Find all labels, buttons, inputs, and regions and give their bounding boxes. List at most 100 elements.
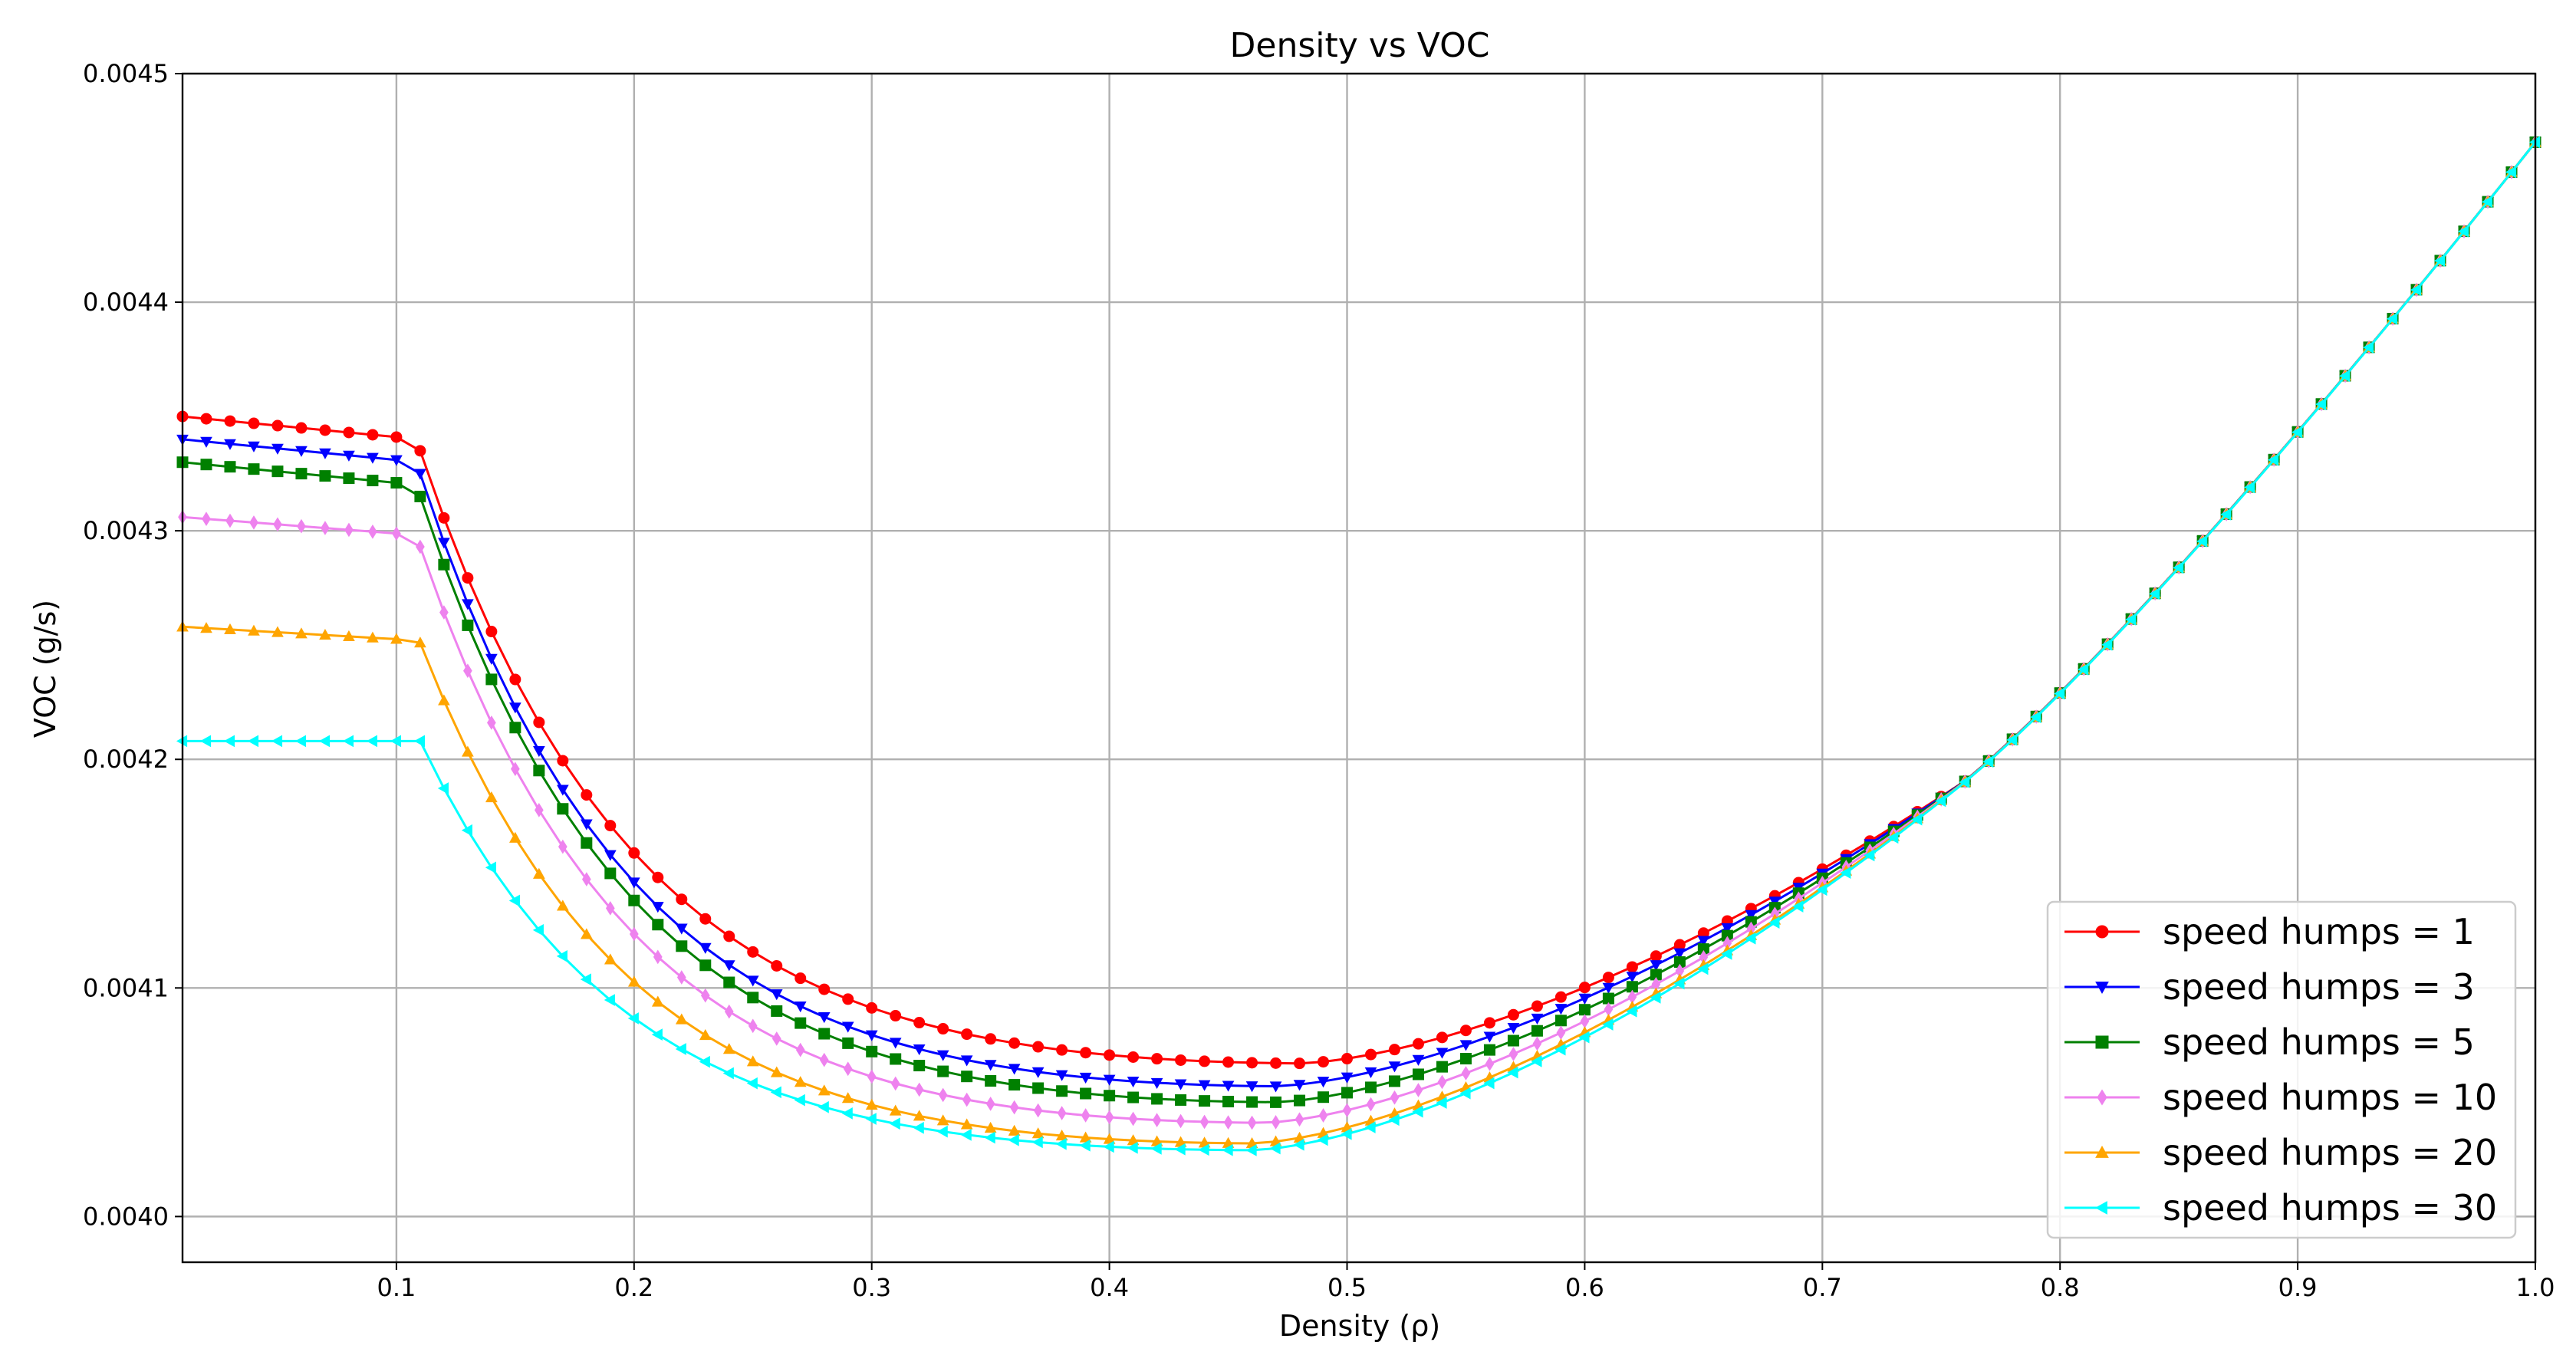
data-point bbox=[651, 995, 664, 1007]
data-point bbox=[1175, 1054, 1187, 1066]
data-point bbox=[1412, 1054, 1425, 1066]
y-tick-label: 0.0045 bbox=[83, 59, 169, 88]
legend-label: speed humps = 3 bbox=[2163, 966, 2475, 1008]
data-point bbox=[1982, 755, 1994, 768]
data-point bbox=[676, 940, 688, 952]
data-point bbox=[865, 1113, 877, 1125]
data-point bbox=[628, 847, 640, 859]
data-point bbox=[699, 913, 712, 925]
data-point bbox=[723, 930, 735, 942]
data-point bbox=[343, 472, 355, 485]
data-point bbox=[1507, 1034, 1519, 1047]
data-point bbox=[200, 413, 212, 425]
data-point bbox=[1008, 1064, 1021, 1075]
data-point bbox=[1294, 1094, 1306, 1107]
data-point bbox=[1531, 1013, 1544, 1025]
data-point bbox=[1959, 776, 1970, 788]
data-point bbox=[319, 448, 331, 459]
data-point bbox=[1673, 977, 1685, 990]
data-point bbox=[1055, 1130, 1068, 1141]
data-point bbox=[723, 976, 735, 988]
data-point bbox=[1293, 1080, 1306, 1091]
data-point bbox=[200, 622, 212, 633]
data-point bbox=[653, 949, 663, 965]
series-speed-humps--30 bbox=[176, 136, 2541, 1156]
data-point bbox=[461, 824, 472, 837]
data-point bbox=[533, 765, 545, 777]
data-point bbox=[485, 673, 498, 686]
data-point bbox=[1150, 1077, 1163, 1090]
data-point bbox=[938, 1087, 948, 1103]
grid-layer bbox=[183, 72, 2537, 1262]
data-point bbox=[818, 1028, 831, 1040]
data-point bbox=[200, 459, 212, 471]
data-point bbox=[2410, 284, 2422, 296]
data-point bbox=[2339, 370, 2351, 383]
data-point bbox=[675, 1013, 688, 1025]
data-point bbox=[1151, 1053, 1163, 1065]
x-tick-label: 1.0 bbox=[2516, 1273, 2555, 1302]
data-point bbox=[1032, 1041, 1045, 1053]
data-point bbox=[1008, 1133, 1019, 1146]
data-point bbox=[535, 803, 544, 817]
data-point bbox=[1388, 1113, 1400, 1127]
data-point bbox=[865, 1030, 878, 1041]
x-tick-label: 0.3 bbox=[852, 1273, 891, 1302]
data-point bbox=[295, 446, 308, 457]
data-point bbox=[2095, 1145, 2109, 1158]
y-tick-label: 0.0040 bbox=[83, 1202, 169, 1231]
data-point bbox=[984, 1121, 997, 1133]
data-point bbox=[321, 521, 330, 535]
data-point bbox=[794, 1001, 807, 1013]
data-point bbox=[1602, 982, 1615, 994]
data-point bbox=[1104, 1110, 1114, 1125]
x-tick-label: 0.9 bbox=[2278, 1273, 2318, 1302]
data-point bbox=[2125, 613, 2137, 626]
data-point bbox=[1436, 1097, 1447, 1109]
legend-label: speed humps = 5 bbox=[2163, 1021, 2475, 1063]
data-point bbox=[1127, 1091, 1140, 1104]
data-point bbox=[1247, 1115, 1257, 1130]
data-point bbox=[1317, 1133, 1328, 1146]
data-point bbox=[1127, 1051, 1140, 1063]
data-point bbox=[1055, 1070, 1068, 1081]
data-point bbox=[1008, 1079, 1021, 1091]
data-point bbox=[1483, 1031, 1496, 1043]
data-point bbox=[1437, 1074, 1447, 1090]
data-point bbox=[936, 1050, 949, 1061]
data-point bbox=[295, 627, 308, 639]
data-point bbox=[1436, 1048, 1449, 1059]
data-point bbox=[248, 463, 260, 475]
data-point bbox=[889, 1038, 902, 1049]
data-point bbox=[652, 871, 664, 883]
data-point bbox=[1556, 1025, 1566, 1040]
x-tick-label: 0.8 bbox=[2041, 1273, 2080, 1302]
data-point bbox=[248, 417, 260, 429]
data-point bbox=[627, 877, 640, 889]
series-layer bbox=[176, 135, 2541, 1156]
data-point bbox=[342, 735, 354, 748]
data-point bbox=[866, 1045, 878, 1057]
data-point bbox=[1222, 1143, 1233, 1156]
data-point bbox=[960, 1128, 972, 1141]
data-point bbox=[366, 735, 378, 748]
data-point bbox=[1412, 1038, 1424, 1050]
data-point bbox=[1175, 1094, 1187, 1106]
data-point bbox=[676, 893, 688, 906]
data-point bbox=[1341, 1072, 1354, 1084]
data-point bbox=[273, 517, 282, 532]
data-point bbox=[1033, 1103, 1043, 1118]
data-point bbox=[580, 819, 593, 831]
data-point bbox=[1578, 1031, 1590, 1044]
data-point bbox=[319, 470, 331, 482]
data-point bbox=[961, 1071, 973, 1083]
data-point bbox=[295, 422, 308, 434]
data-point bbox=[271, 735, 283, 748]
data-point bbox=[509, 831, 521, 843]
data-point bbox=[438, 694, 450, 706]
data-point bbox=[984, 1060, 997, 1071]
data-point bbox=[819, 1052, 829, 1067]
data-point bbox=[1009, 1100, 1019, 1115]
data-point bbox=[1199, 1114, 1209, 1130]
data-point bbox=[605, 901, 615, 916]
